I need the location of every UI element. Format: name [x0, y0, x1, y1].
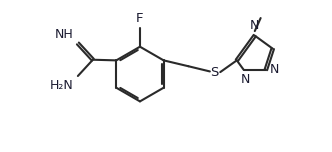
Text: N: N — [240, 73, 250, 86]
Text: N: N — [250, 19, 260, 32]
Text: S: S — [210, 66, 218, 79]
Text: F: F — [136, 12, 144, 25]
Text: H₂N: H₂N — [50, 79, 74, 92]
Text: NH: NH — [55, 28, 74, 41]
Text: N: N — [270, 63, 279, 76]
